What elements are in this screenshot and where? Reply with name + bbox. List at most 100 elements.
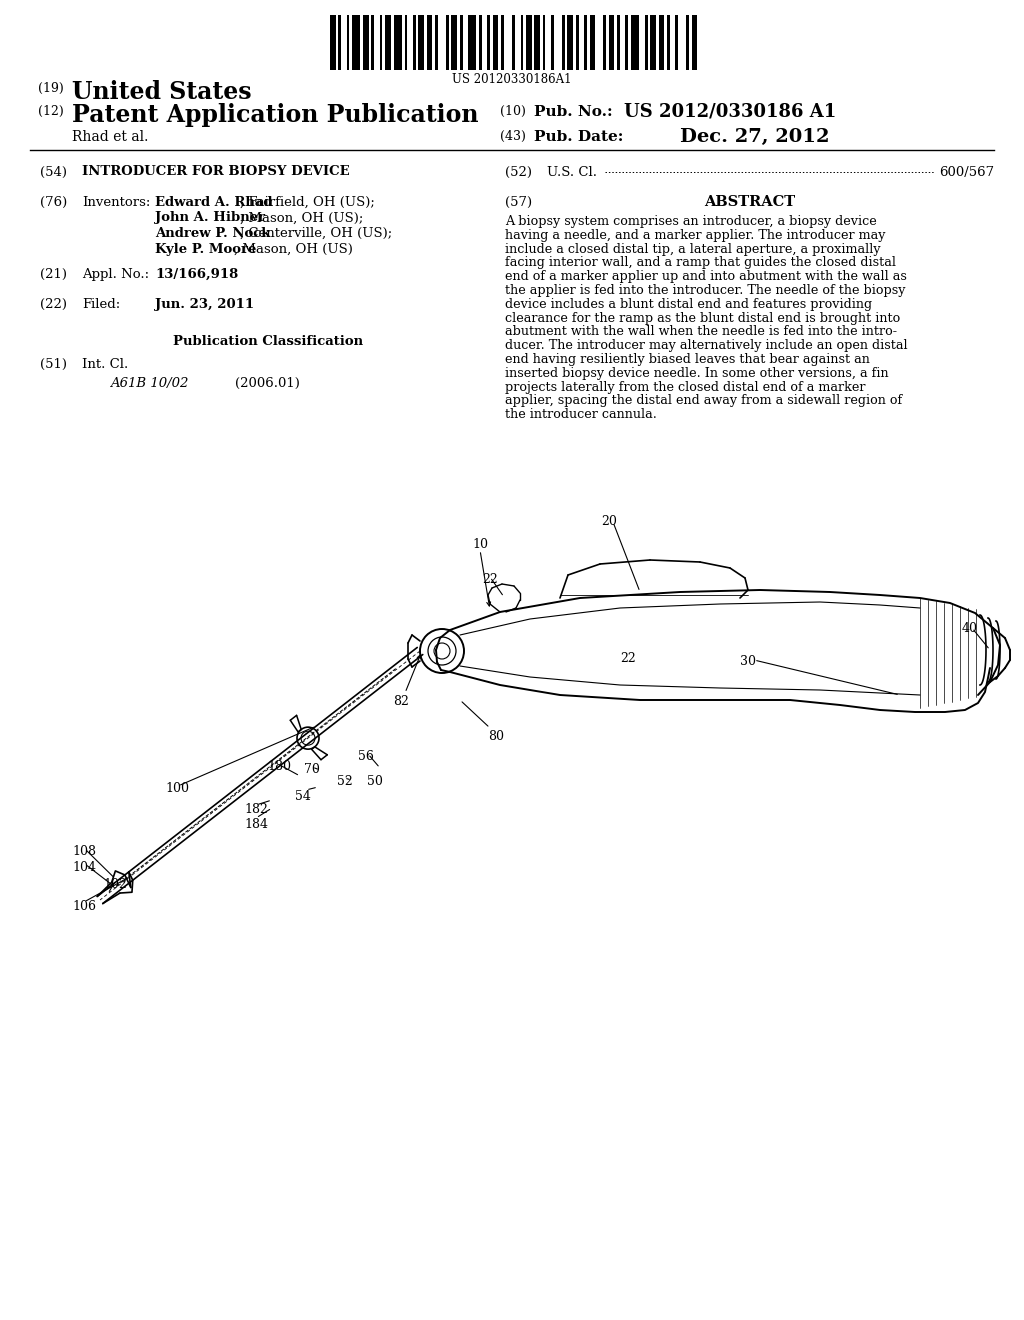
Bar xyxy=(385,15,391,70)
Text: end of a marker applier up and into abutment with the wall as: end of a marker applier up and into abut… xyxy=(505,271,907,284)
Bar xyxy=(346,15,349,70)
Bar xyxy=(501,15,504,70)
Text: (76): (76) xyxy=(40,195,68,209)
Bar xyxy=(667,15,670,70)
Text: 184: 184 xyxy=(244,818,268,832)
Bar xyxy=(526,15,531,70)
Text: (19): (19) xyxy=(38,82,63,95)
Text: Rhad et al.: Rhad et al. xyxy=(72,129,148,144)
Bar xyxy=(338,15,341,70)
Text: Kyle P. Moore: Kyle P. Moore xyxy=(155,243,256,256)
Text: Pub. No.:: Pub. No.: xyxy=(534,106,612,119)
Text: 104: 104 xyxy=(72,861,96,874)
Text: 108: 108 xyxy=(72,845,96,858)
Bar xyxy=(460,15,463,70)
Text: 52: 52 xyxy=(337,775,352,788)
Bar xyxy=(551,15,554,70)
Bar xyxy=(468,15,476,70)
Text: end having resiliently biased leaves that bear against an: end having resiliently biased leaves tha… xyxy=(505,352,869,366)
Text: , Fairfield, OH (US);: , Fairfield, OH (US); xyxy=(241,195,375,209)
Bar xyxy=(520,15,523,70)
Text: the introducer cannula.: the introducer cannula. xyxy=(505,408,656,421)
Text: Patent Application Publication: Patent Application Publication xyxy=(72,103,478,127)
Text: 54: 54 xyxy=(295,789,311,803)
Bar xyxy=(584,15,587,70)
Bar xyxy=(493,15,499,70)
Bar xyxy=(692,15,697,70)
Text: 56: 56 xyxy=(358,750,374,763)
Text: (54): (54) xyxy=(40,166,67,180)
Text: (2006.01): (2006.01) xyxy=(234,378,300,389)
Text: (22): (22) xyxy=(40,298,67,312)
Bar xyxy=(479,15,482,70)
Bar xyxy=(364,15,369,70)
Text: Pub. Date:: Pub. Date: xyxy=(534,129,624,144)
Text: clearance for the ramp as the blunt distal end is brought into: clearance for the ramp as the blunt dist… xyxy=(505,312,900,325)
Text: 22: 22 xyxy=(620,652,636,665)
Bar xyxy=(645,15,647,70)
Text: Dec. 27, 2012: Dec. 27, 2012 xyxy=(680,128,829,147)
Text: INTRODUCER FOR BIOPSY DEVICE: INTRODUCER FOR BIOPSY DEVICE xyxy=(82,165,349,178)
Text: projects laterally from the closed distal end of a marker: projects laterally from the closed dista… xyxy=(505,380,865,393)
Text: A61B 10/02: A61B 10/02 xyxy=(110,378,188,389)
Text: ducer. The introducer may alternatively include an open distal: ducer. The introducer may alternatively … xyxy=(505,339,907,352)
Text: 22: 22 xyxy=(482,573,498,586)
Bar xyxy=(452,15,457,70)
Text: 180: 180 xyxy=(267,760,291,774)
Bar xyxy=(512,15,515,70)
Text: inserted biopsy device needle. In some other versions, a fin: inserted biopsy device needle. In some o… xyxy=(505,367,889,380)
Bar xyxy=(631,15,639,70)
Bar xyxy=(404,15,408,70)
Text: 10: 10 xyxy=(472,539,488,550)
Text: 30: 30 xyxy=(740,655,756,668)
Text: A biopsy system comprises an introducer, a biopsy device: A biopsy system comprises an introducer,… xyxy=(505,215,877,228)
Text: 600/567: 600/567 xyxy=(939,166,994,180)
Bar xyxy=(427,15,432,70)
Bar xyxy=(380,15,382,70)
Bar xyxy=(543,15,546,70)
Text: (10): (10) xyxy=(500,106,526,117)
Bar xyxy=(567,15,573,70)
Text: Int. Cl.: Int. Cl. xyxy=(82,358,128,371)
Bar xyxy=(372,15,374,70)
Text: , Mason, OH (US): , Mason, OH (US) xyxy=(234,243,353,256)
Text: 70: 70 xyxy=(304,763,319,776)
Text: (21): (21) xyxy=(40,268,67,281)
Text: , Mason, OH (US);: , Mason, OH (US); xyxy=(241,211,364,224)
Bar xyxy=(535,15,540,70)
Text: 106: 106 xyxy=(72,900,96,913)
Bar xyxy=(419,15,424,70)
Bar xyxy=(686,15,689,70)
Text: device includes a blunt distal end and features providing: device includes a blunt distal end and f… xyxy=(505,298,872,310)
Text: Andrew P. Nock: Andrew P. Nock xyxy=(155,227,270,240)
Bar xyxy=(352,15,360,70)
Bar xyxy=(626,15,628,70)
Bar xyxy=(562,15,564,70)
Text: 182: 182 xyxy=(244,803,268,816)
Text: Filed:: Filed: xyxy=(82,298,120,312)
Text: the applier is fed into the introducer. The needle of the biopsy: the applier is fed into the introducer. … xyxy=(505,284,905,297)
Text: Edward A. Rhad: Edward A. Rhad xyxy=(155,195,272,209)
Text: US 2012/0330186 A1: US 2012/0330186 A1 xyxy=(624,103,837,121)
Bar xyxy=(446,15,449,70)
Text: 20: 20 xyxy=(601,515,616,528)
Text: 40: 40 xyxy=(962,622,978,635)
Text: (57): (57) xyxy=(505,195,532,209)
Text: 82: 82 xyxy=(393,696,409,708)
Text: US 20120330186A1: US 20120330186A1 xyxy=(453,73,571,86)
Text: (51): (51) xyxy=(40,358,67,371)
Text: ABSTRACT: ABSTRACT xyxy=(703,195,795,209)
Text: 102: 102 xyxy=(103,878,127,891)
Bar xyxy=(658,15,665,70)
Bar xyxy=(675,15,678,70)
Text: Jun. 23, 2011: Jun. 23, 2011 xyxy=(155,298,254,312)
Text: having a needle, and a marker applier. The introducer may: having a needle, and a marker applier. T… xyxy=(505,228,886,242)
Text: Publication Classification: Publication Classification xyxy=(173,335,364,348)
Bar xyxy=(609,15,614,70)
Text: (43): (43) xyxy=(500,129,526,143)
Bar xyxy=(590,15,595,70)
Text: Appl. No.:: Appl. No.: xyxy=(82,268,150,281)
Text: 50: 50 xyxy=(367,775,383,788)
Text: Inventors:: Inventors: xyxy=(82,195,151,209)
Text: facing interior wall, and a ramp that guides the closed distal: facing interior wall, and a ramp that gu… xyxy=(505,256,896,269)
